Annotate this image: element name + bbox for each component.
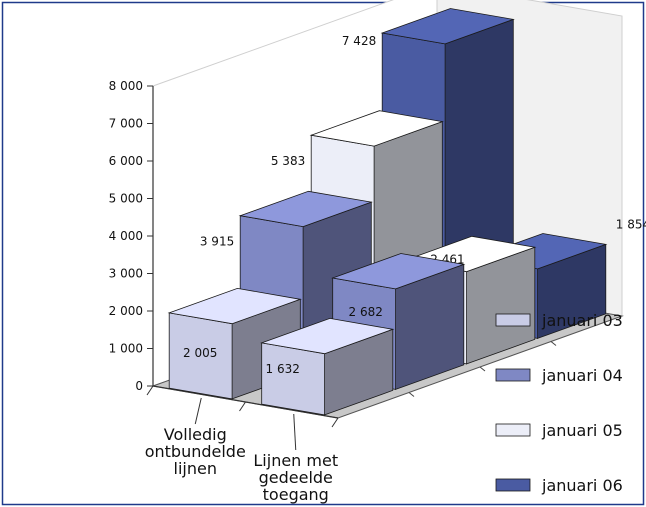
y-tick-label: 8 000 bbox=[109, 79, 143, 93]
bar-januari-03 bbox=[261, 342, 326, 416]
data-label: 2 005 bbox=[183, 346, 217, 360]
y-tick-label: 4 000 bbox=[109, 229, 143, 243]
bar-top-januari-04 bbox=[238, 190, 373, 228]
legend-label: januari 04 bbox=[541, 366, 623, 385]
bar-top-januari-03 bbox=[260, 317, 395, 355]
legend-label: januari 03 bbox=[541, 311, 623, 330]
y-tick-label: 5 000 bbox=[109, 192, 143, 206]
bar-top-januari-06 bbox=[380, 8, 515, 45]
data-label: 1 854 bbox=[616, 217, 646, 231]
category-leader-line bbox=[194, 397, 202, 425]
legend-swatch bbox=[495, 478, 531, 492]
data-label: 1 632 bbox=[266, 362, 300, 376]
category-label: lijnen bbox=[174, 459, 217, 478]
data-label: 7 428 bbox=[342, 34, 376, 48]
y-tick-label: 0 bbox=[135, 379, 143, 393]
category-label: Volledig bbox=[164, 425, 227, 444]
y-tick-label: 6 000 bbox=[109, 154, 143, 168]
x-tick-mark bbox=[331, 417, 339, 428]
y-tick-label: 7 000 bbox=[109, 117, 143, 131]
legend-label: januari 06 bbox=[541, 476, 623, 495]
bar-top-januari-04 bbox=[331, 253, 466, 290]
legend-swatch bbox=[495, 423, 531, 437]
category-label: Lijnen met bbox=[253, 451, 338, 470]
data-label: 2 682 bbox=[349, 305, 383, 319]
depth-tick-mark bbox=[408, 392, 415, 397]
category-label: gedeelde bbox=[259, 468, 333, 487]
y-tick-label: 2 000 bbox=[109, 304, 143, 318]
y-tick-label: 3 000 bbox=[109, 267, 143, 281]
category-label: ontbundelde bbox=[145, 442, 246, 461]
data-label: 3 915 bbox=[200, 235, 234, 249]
category-leader-line bbox=[293, 413, 297, 451]
legend-swatch bbox=[495, 368, 531, 382]
data-label: 5 383 bbox=[271, 154, 305, 168]
bar-top-januari-05 bbox=[309, 110, 444, 147]
legend-swatch bbox=[495, 313, 531, 327]
x-tick-mark bbox=[146, 385, 154, 396]
depth-tick-mark bbox=[550, 341, 557, 346]
x-tick-mark bbox=[239, 401, 246, 412]
category-label: toegang bbox=[263, 485, 329, 504]
legend-label: januari 05 bbox=[541, 421, 623, 440]
depth-tick-mark bbox=[479, 366, 486, 372]
y-tick-label: 1 000 bbox=[109, 342, 143, 356]
bar-top-januari-03 bbox=[167, 287, 302, 325]
